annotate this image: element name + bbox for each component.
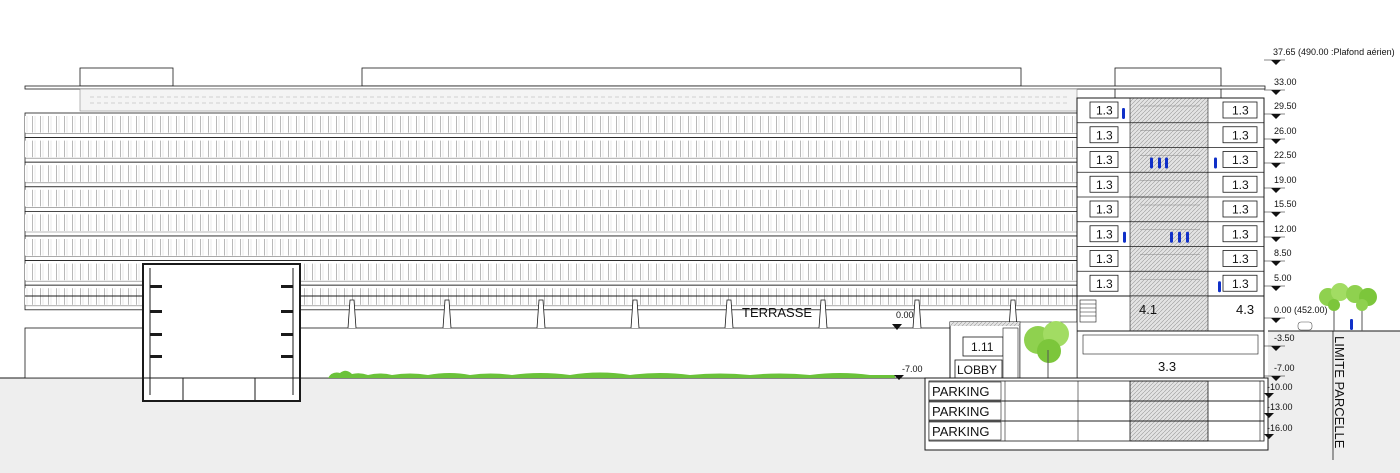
- roof-parapet: [24, 85, 1266, 90]
- tower-room-label: 1.3: [1232, 153, 1249, 167]
- property-limit-label: LIMITE PARCELLE: [1332, 336, 1347, 449]
- terrace-level: 0.00: [896, 310, 914, 320]
- tower-room-label: 1.3: [1096, 104, 1113, 118]
- tower-room-label: 1.3: [1232, 203, 1249, 217]
- room-4-1: 4.1: [1139, 302, 1157, 317]
- garden-level: -7.00: [902, 364, 923, 374]
- tower-room-label: 1.3: [1096, 227, 1113, 241]
- level-marker: 22.50: [1274, 150, 1297, 160]
- level-markers: 33.00 29.50 26.00 22.50 19.00 15.50 12.00 8.50 5…: [1264, 77, 1328, 439]
- roof-volume-left: [79, 67, 174, 87]
- tower-room-label: 1.3: [1096, 178, 1113, 192]
- roof-volume-tower: [1114, 67, 1222, 99]
- level-marker: 8.50: [1274, 248, 1292, 258]
- tower-section: 1.3 1.3 1.3 1.3 1.3 1.3 1.3 1.3 1.3 1.3 1.3 1.3 1.3 1…: [1076, 97, 1353, 330]
- level-marker: 0.00 (452.00): [1274, 305, 1328, 315]
- parking-level-marker: -10.00: [1267, 382, 1293, 392]
- tower-room-label: 1.3: [1096, 203, 1113, 217]
- pilotis: [347, 299, 1018, 329]
- lobby-block: 1.11 LOBBY: [949, 321, 1021, 379]
- parking-level-marker: -13.00: [1267, 402, 1293, 412]
- lobby-label: LOBBY: [957, 363, 997, 377]
- level-marker: -3.50: [1274, 333, 1295, 343]
- atrium-tree: [1019, 321, 1078, 379]
- room-1-11: 1.11: [971, 340, 994, 354]
- parking-label: PARKING: [932, 404, 990, 419]
- street-trees: [1297, 283, 1377, 331]
- level-marker: 19.00: [1274, 175, 1297, 185]
- level-marker: 33.00: [1274, 77, 1297, 87]
- parking-label: PARKING: [932, 384, 990, 399]
- terrace-label: TERRASSE: [742, 305, 812, 320]
- roof-slab: [79, 88, 1078, 112]
- core-ground: [1129, 295, 1209, 332]
- garden-greenery: [328, 370, 895, 378]
- tower-room-label: 1.3: [1232, 178, 1249, 192]
- tower-room-label: 1.3: [1232, 104, 1249, 118]
- level-marker: 12.00: [1274, 224, 1297, 234]
- tower-room-label: 1.3: [1232, 128, 1249, 142]
- room-3-3: 3.3: [1158, 359, 1176, 374]
- level-marker: 5.00: [1274, 273, 1292, 283]
- level-marker: 29.50: [1274, 101, 1297, 111]
- tower-room-label: 1.3: [1232, 277, 1249, 291]
- tower-room-label: 1.3: [1096, 252, 1113, 266]
- level-marker: 26.00: [1274, 126, 1297, 136]
- tower-room-label: 1.3: [1096, 277, 1113, 291]
- tower-room-label: 1.3: [1232, 227, 1249, 241]
- courtyard-section: [142, 263, 301, 402]
- tower-room-label: 1.3: [1232, 252, 1249, 266]
- roof-volume-center: [361, 67, 1022, 87]
- tower-room-label: 1.3: [1096, 128, 1113, 142]
- level-marker: 15.50: [1274, 199, 1297, 209]
- tower-room-label: 1.3: [1096, 153, 1113, 167]
- top-annotation: 37.65 (490.00 :Plafond aérien): [1273, 47, 1395, 57]
- parking-level-marker: -16.00: [1267, 423, 1293, 433]
- level-marker: -7.00: [1274, 363, 1295, 373]
- parking-label: PARKING: [932, 424, 990, 439]
- ground-mass: [0, 331, 1400, 473]
- parking-block: PARKING PARKING PARKING: [924, 377, 1269, 451]
- room-4-3: 4.3: [1236, 302, 1254, 317]
